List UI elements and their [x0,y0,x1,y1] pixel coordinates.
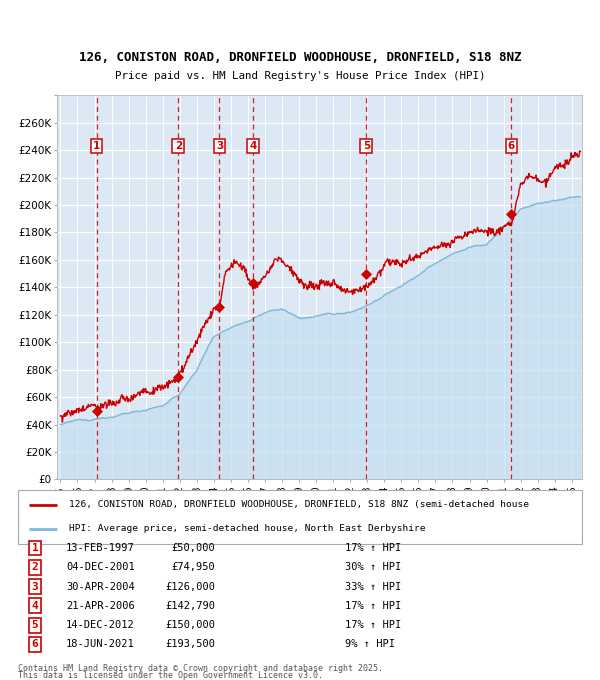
Text: 4: 4 [32,601,38,611]
Text: £193,500: £193,500 [166,639,215,649]
Text: 3: 3 [32,581,38,592]
Text: 21-APR-2006: 21-APR-2006 [66,601,134,611]
Text: HPI: Average price, semi-detached house, North East Derbyshire: HPI: Average price, semi-detached house,… [69,524,425,533]
Text: 1: 1 [32,543,38,553]
Text: £142,790: £142,790 [166,601,215,611]
Text: 17% ↑ HPI: 17% ↑ HPI [345,620,401,630]
Text: This data is licensed under the Open Government Licence v3.0.: This data is licensed under the Open Gov… [18,671,323,680]
Text: £50,000: £50,000 [172,543,215,553]
Text: 04-DEC-2001: 04-DEC-2001 [66,562,134,573]
Text: 17% ↑ HPI: 17% ↑ HPI [345,543,401,553]
Text: 126, CONISTON ROAD, DRONFIELD WOODHOUSE, DRONFIELD, S18 8NZ: 126, CONISTON ROAD, DRONFIELD WOODHOUSE,… [79,51,521,65]
Text: 5: 5 [363,141,370,151]
Text: 3: 3 [216,141,223,151]
Text: Contains HM Land Registry data © Crown copyright and database right 2025.: Contains HM Land Registry data © Crown c… [18,664,383,673]
Text: 30-APR-2004: 30-APR-2004 [66,581,134,592]
Text: 2: 2 [175,141,182,151]
Text: Price paid vs. HM Land Registry's House Price Index (HPI): Price paid vs. HM Land Registry's House … [115,71,485,81]
Text: 30% ↑ HPI: 30% ↑ HPI [345,562,401,573]
Text: £150,000: £150,000 [166,620,215,630]
Text: 6: 6 [508,141,515,151]
Text: 9% ↑ HPI: 9% ↑ HPI [345,639,395,649]
Text: £126,000: £126,000 [166,581,215,592]
Text: 1: 1 [93,141,100,151]
Text: 6: 6 [32,639,38,649]
Text: 13-FEB-1997: 13-FEB-1997 [66,543,134,553]
Text: 126, CONISTON ROAD, DRONFIELD WOODHOUSE, DRONFIELD, S18 8NZ (semi-detached house: 126, CONISTON ROAD, DRONFIELD WOODHOUSE,… [69,500,529,509]
Text: 2: 2 [32,562,38,573]
Text: 33% ↑ HPI: 33% ↑ HPI [345,581,401,592]
Text: 4: 4 [250,141,257,151]
Text: 14-DEC-2012: 14-DEC-2012 [66,620,134,630]
Text: 5: 5 [32,620,38,630]
Text: 18-JUN-2021: 18-JUN-2021 [66,639,134,649]
FancyBboxPatch shape [18,490,582,544]
Text: 17% ↑ HPI: 17% ↑ HPI [345,601,401,611]
Text: £74,950: £74,950 [172,562,215,573]
